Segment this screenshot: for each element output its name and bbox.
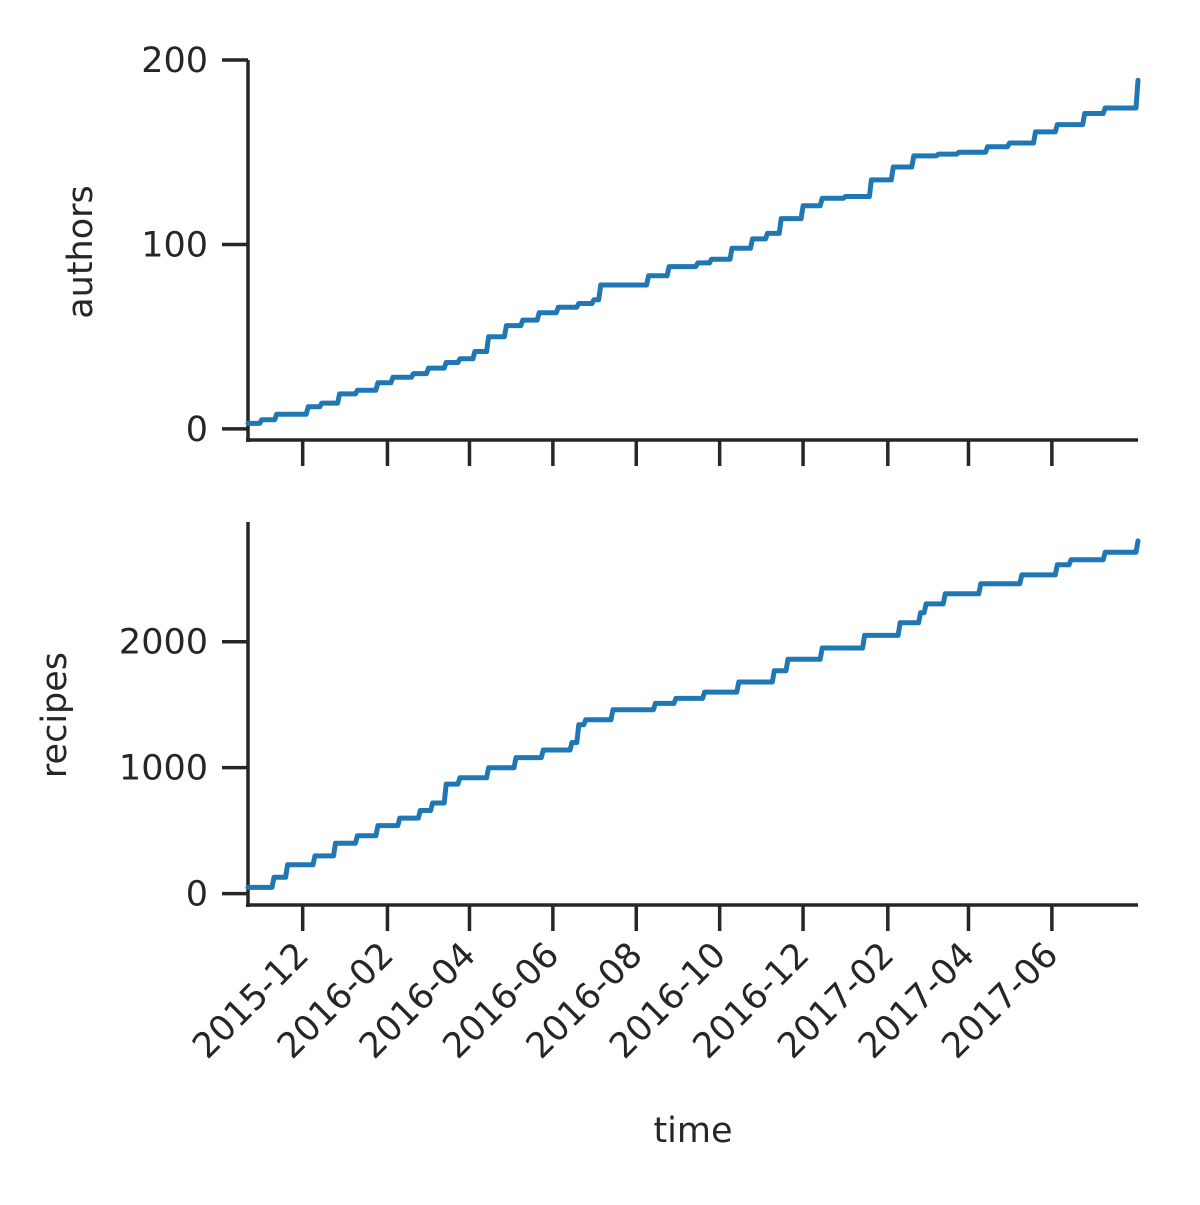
y-tick-label: 2000 — [119, 623, 208, 663]
y-tick-label: 100 — [141, 225, 208, 265]
y-tick-label: 1000 — [119, 749, 208, 789]
x-axis-label: time — [653, 1111, 732, 1151]
y-tick-label: 0 — [186, 410, 208, 450]
y-axis-label: authors — [61, 185, 101, 319]
y-axis-label: recipes — [35, 652, 75, 778]
y-tick-label: 200 — [141, 41, 208, 81]
authors-series-line — [245, 77, 1141, 426]
authors-panel: 0 100 200 authors — [61, 41, 1141, 466]
y-tick-label: 0 — [186, 875, 208, 915]
recipes-panel: 0100020002015-122016-022016-042016-06201… — [35, 522, 1141, 1151]
recipes-series-line — [245, 538, 1141, 890]
